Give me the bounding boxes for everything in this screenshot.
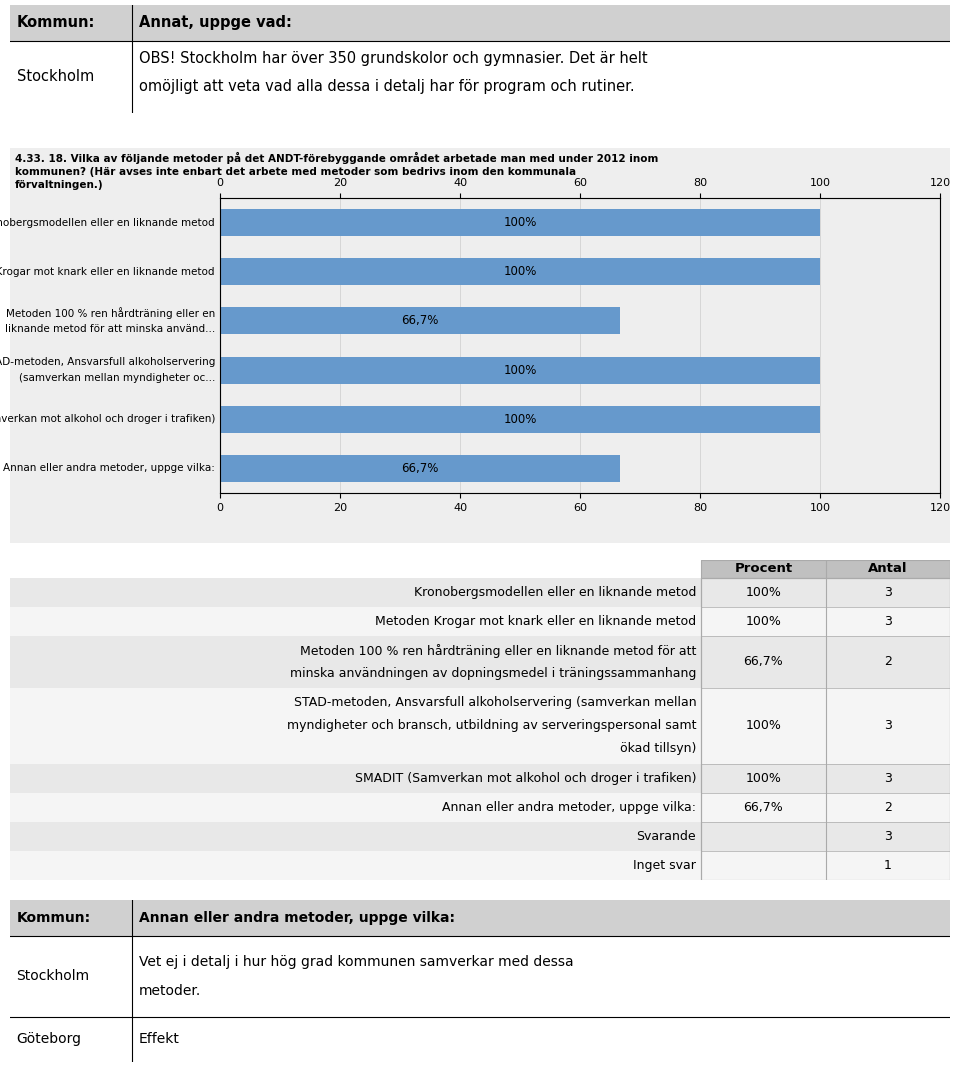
Text: Vet ej i detalj i hur hög grad kommunen samverkar med dessa: Vet ej i detalj i hur hög grad kommunen … bbox=[139, 954, 573, 969]
Text: 2: 2 bbox=[884, 655, 892, 669]
Text: Inget svar: Inget svar bbox=[634, 859, 696, 872]
Bar bbox=[701, 560, 950, 578]
Bar bbox=[10, 793, 701, 822]
Text: Annan eller andra metoder, uppge vilka:: Annan eller andra metoder, uppge vilka: bbox=[443, 801, 696, 814]
Bar bbox=[826, 560, 950, 578]
Bar bbox=[10, 822, 701, 851]
Bar bbox=[132, 41, 950, 113]
Bar bbox=[701, 607, 826, 636]
Bar bbox=[10, 41, 132, 113]
Bar bbox=[701, 636, 826, 688]
Bar bbox=[220, 258, 820, 285]
Bar bbox=[220, 357, 820, 384]
Text: 2: 2 bbox=[884, 801, 892, 814]
Text: 3: 3 bbox=[884, 772, 892, 785]
Text: Metoden 100 % ren hårdträning eller en liknande metod för att: Metoden 100 % ren hårdträning eller en l… bbox=[300, 643, 696, 657]
Text: Procent: Procent bbox=[734, 563, 792, 576]
Text: 100%: 100% bbox=[746, 614, 781, 628]
Bar bbox=[220, 405, 820, 433]
Text: Kronobergsmodellen eller en liknande metod: Kronobergsmodellen eller en liknande met… bbox=[0, 218, 215, 227]
Bar bbox=[10, 1016, 132, 1062]
Bar bbox=[701, 851, 826, 880]
Text: Stockholm: Stockholm bbox=[16, 70, 94, 85]
Bar bbox=[701, 763, 826, 793]
Bar bbox=[220, 455, 620, 482]
Bar bbox=[826, 688, 950, 763]
Text: Metoden 100 % ren hårdträning eller en: Metoden 100 % ren hårdträning eller en bbox=[6, 307, 215, 319]
Text: 100%: 100% bbox=[746, 719, 781, 732]
Text: (samverkan mellan myndigheter oc...: (samverkan mellan myndigheter oc... bbox=[18, 373, 215, 383]
Bar bbox=[10, 936, 132, 1016]
Text: 3: 3 bbox=[884, 830, 892, 843]
Text: Metoden Krogar mot knark eller en liknande metod: Metoden Krogar mot knark eller en liknan… bbox=[375, 614, 696, 628]
Text: liknande metod för att minska använd...: liknande metod för att minska använd... bbox=[5, 324, 215, 333]
Bar bbox=[701, 793, 826, 822]
Text: Stockholm: Stockholm bbox=[16, 969, 89, 983]
Text: Göteborg: Göteborg bbox=[16, 1032, 82, 1046]
Text: 3: 3 bbox=[884, 719, 892, 732]
Text: Metoden Krogar mot knark eller en liknande metod: Metoden Krogar mot knark eller en liknan… bbox=[0, 267, 215, 277]
Bar bbox=[10, 851, 701, 880]
Text: 100%: 100% bbox=[746, 585, 781, 598]
Text: Antal: Antal bbox=[868, 563, 908, 576]
Text: OBS! Stockholm har över 350 grundskolor och gymnasier. Det är helt: OBS! Stockholm har över 350 grundskolor … bbox=[139, 50, 647, 65]
Bar bbox=[826, 822, 950, 851]
Bar bbox=[826, 763, 950, 793]
Bar bbox=[10, 763, 701, 793]
Text: Kommun:: Kommun: bbox=[16, 911, 90, 925]
Bar bbox=[10, 607, 701, 636]
Bar bbox=[701, 560, 826, 578]
Text: 3: 3 bbox=[884, 585, 892, 598]
Text: 100%: 100% bbox=[503, 413, 537, 426]
Bar bbox=[826, 793, 950, 822]
Text: Annan eller andra metoder, uppge vilka:: Annan eller andra metoder, uppge vilka: bbox=[3, 463, 215, 474]
Bar bbox=[826, 851, 950, 880]
Text: 1: 1 bbox=[884, 859, 892, 872]
Text: 100%: 100% bbox=[746, 772, 781, 785]
Bar bbox=[826, 578, 950, 607]
Text: myndigheter och bransch, utbildning av serveringspersonal samt: myndigheter och bransch, utbildning av s… bbox=[287, 719, 696, 732]
Bar bbox=[10, 900, 132, 936]
Text: SMADIT (Samverkan mot alkohol och droger i trafiken): SMADIT (Samverkan mot alkohol och droger… bbox=[0, 414, 215, 425]
Bar bbox=[10, 636, 701, 688]
Bar bbox=[826, 607, 950, 636]
Text: 3: 3 bbox=[884, 614, 892, 628]
Text: Effekt: Effekt bbox=[139, 1032, 180, 1046]
Text: STAD-metoden, Ansvarsfull alkoholservering (samverkan mellan: STAD-metoden, Ansvarsfull alkoholserveri… bbox=[294, 697, 696, 710]
Text: ökad tillsyn): ökad tillsyn) bbox=[620, 742, 696, 756]
Text: Kronobergsmodellen eller en liknande metod: Kronobergsmodellen eller en liknande met… bbox=[414, 585, 696, 598]
Bar bbox=[701, 578, 826, 607]
Bar bbox=[132, 936, 950, 1016]
Text: 66,7%: 66,7% bbox=[401, 314, 439, 327]
Bar bbox=[132, 1016, 950, 1062]
Text: omöjligt att veta vad alla dessa i detalj har för program och rutiner.: omöjligt att veta vad alla dessa i detal… bbox=[139, 79, 635, 94]
Text: minska användningen av dopningsmedel i träningssammanhang: minska användningen av dopningsmedel i t… bbox=[290, 667, 696, 680]
Text: Annat, uppge vad:: Annat, uppge vad: bbox=[139, 15, 292, 30]
Text: metoder.: metoder. bbox=[139, 984, 201, 998]
Bar bbox=[701, 578, 950, 880]
Bar bbox=[10, 5, 132, 41]
Text: 66,7%: 66,7% bbox=[401, 462, 439, 475]
Text: 100%: 100% bbox=[503, 363, 537, 376]
Text: 4.33. 18. Vilka av följande metoder på det ANDT-förebyggande området arbetade ma: 4.33. 18. Vilka av följande metoder på d… bbox=[14, 152, 658, 191]
Bar bbox=[701, 688, 826, 763]
Text: Kommun:: Kommun: bbox=[16, 15, 95, 30]
Text: Svarande: Svarande bbox=[636, 830, 696, 843]
Bar bbox=[826, 636, 950, 688]
Text: SMADIT (Samverkan mot alkohol och droger i trafiken): SMADIT (Samverkan mot alkohol och droger… bbox=[354, 772, 696, 785]
Text: 100%: 100% bbox=[503, 265, 537, 279]
Text: 100%: 100% bbox=[503, 217, 537, 229]
Text: 66,7%: 66,7% bbox=[744, 801, 783, 814]
Bar bbox=[132, 900, 950, 936]
Bar bbox=[701, 822, 826, 851]
Text: Annan eller andra metoder, uppge vilka:: Annan eller andra metoder, uppge vilka: bbox=[139, 911, 455, 925]
Bar bbox=[220, 209, 820, 236]
Text: STAD-metoden, Ansvarsfull alkoholservering: STAD-metoden, Ansvarsfull alkoholserveri… bbox=[0, 357, 215, 368]
Bar bbox=[10, 688, 701, 763]
Bar bbox=[220, 308, 620, 334]
Text: 66,7%: 66,7% bbox=[744, 655, 783, 669]
Bar bbox=[132, 5, 950, 41]
Bar bbox=[10, 578, 701, 607]
